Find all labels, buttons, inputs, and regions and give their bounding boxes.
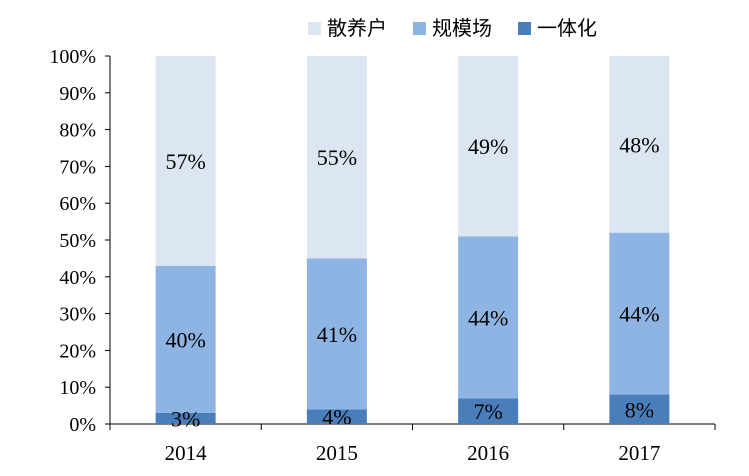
legend-swatch xyxy=(413,22,426,35)
bar-segment xyxy=(458,56,519,237)
data-label: 57% xyxy=(165,149,205,174)
data-label: 41% xyxy=(317,322,357,347)
bar-segment xyxy=(458,398,519,424)
bar-segment xyxy=(155,265,216,413)
legend-label: 规模场 xyxy=(432,16,492,40)
bars xyxy=(155,56,670,424)
data-label: 40% xyxy=(165,327,205,352)
data-label: 55% xyxy=(317,145,357,170)
bar-segment xyxy=(155,412,216,424)
bar-segment xyxy=(306,258,367,410)
legend-swatch xyxy=(518,22,531,35)
y-tick-label: 100% xyxy=(49,46,96,68)
legend: 散养户 规模场 一体化 xyxy=(308,16,597,40)
x-tick-label: 2017 xyxy=(618,441,660,465)
y-axis: 0% 10% 20% 30% 40% 50% 60% 70% 80% 90% 100% xyxy=(49,46,111,436)
bar-segment xyxy=(609,394,670,424)
y-tick-label: 40% xyxy=(59,267,96,289)
y-tick-label: 30% xyxy=(59,304,96,326)
data-label: 49% xyxy=(468,134,508,159)
y-tick-label: 90% xyxy=(59,83,96,105)
x-tick-label: 2016 xyxy=(467,441,509,465)
bar-segment xyxy=(458,236,519,399)
data-label: 44% xyxy=(468,305,508,330)
y-tick-label: 50% xyxy=(59,230,96,252)
legend-item: 散养户 xyxy=(308,16,387,40)
y-tick-label: 0% xyxy=(69,414,96,436)
bar-segment xyxy=(306,56,367,259)
y-tick-label: 20% xyxy=(59,340,96,362)
data-label: 4% xyxy=(322,405,351,430)
data-label: 3% xyxy=(171,406,200,431)
legend-item: 规模场 xyxy=(413,16,492,40)
bar-segment xyxy=(609,56,670,233)
legend-label: 散养户 xyxy=(327,16,387,40)
y-tick-label: 70% xyxy=(59,156,96,178)
x-tick-label: 2014 xyxy=(165,441,208,465)
x-tick-label: 2015 xyxy=(316,441,358,465)
y-tick-label: 60% xyxy=(59,193,96,215)
bar-segment xyxy=(306,409,367,424)
legend-item: 一体化 xyxy=(518,16,597,40)
legend-label: 一体化 xyxy=(537,16,597,40)
x-axis: 2014 2015 2016 2017 xyxy=(109,423,716,465)
y-tick-label: 10% xyxy=(59,377,96,399)
data-labels: 3% 40% 57% 4% 41% 55% 7% 44% 49% 8% 44% 48% xyxy=(165,132,659,431)
y-tick-label: 80% xyxy=(59,120,96,142)
data-label: 7% xyxy=(473,399,502,424)
data-label: 48% xyxy=(619,132,659,157)
bar-segment xyxy=(609,232,670,395)
data-label: 44% xyxy=(619,302,659,327)
legend-swatch xyxy=(308,22,321,35)
bar-segment xyxy=(155,56,216,266)
data-label: 8% xyxy=(625,397,654,422)
